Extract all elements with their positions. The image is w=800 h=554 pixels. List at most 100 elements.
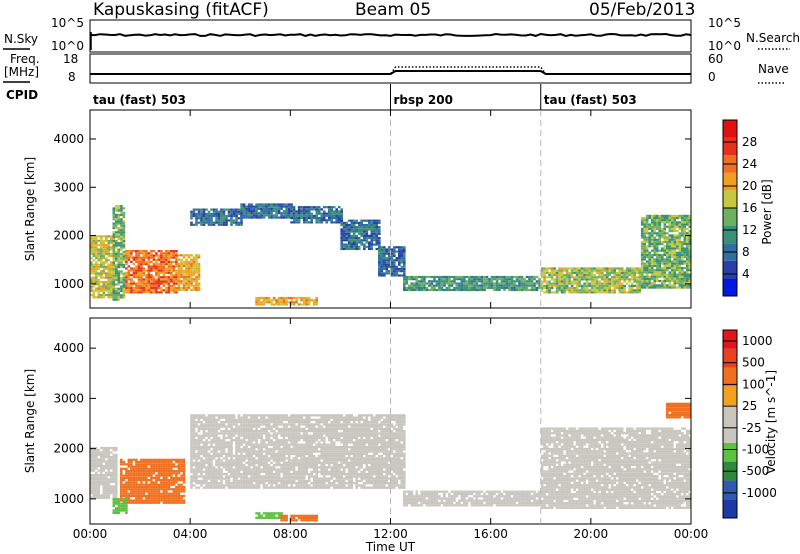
heatmap-cell <box>653 236 656 239</box>
heatmap-cell <box>132 289 136 292</box>
heatmap-cell <box>180 282 183 285</box>
heatmap-cell <box>225 477 228 480</box>
heatmap-cell <box>165 256 168 259</box>
heatmap-cell <box>90 239 93 242</box>
heatmap-cell <box>272 457 276 460</box>
heatmap-cell <box>270 203 273 206</box>
heatmap-cell <box>232 468 236 471</box>
heatmap-cell <box>182 490 186 493</box>
heatmap-cell <box>122 507 126 510</box>
heatmap-cell <box>197 288 201 292</box>
heatmap-cell <box>130 501 133 504</box>
heatmap-cell <box>147 488 151 491</box>
heatmap-cell <box>90 496 93 499</box>
heatmap-cell <box>132 280 136 283</box>
heatmap-cell <box>230 427 233 431</box>
heatmap-cell <box>145 470 148 473</box>
heatmap-cell <box>175 485 178 489</box>
heatmap-cell <box>240 210 243 213</box>
heatmap-cell <box>400 270 404 273</box>
heatmap-cell <box>668 275 672 278</box>
heatmap-cell <box>190 443 193 446</box>
heatmap-cell <box>195 434 198 437</box>
heatmap-cell <box>117 244 121 247</box>
heatmap-cell <box>240 457 243 460</box>
heatmap-cell <box>347 247 351 251</box>
heatmap-cell <box>575 289 579 292</box>
heatmap-cell <box>90 467 93 470</box>
heatmap-cell <box>585 289 589 292</box>
heatmap-cell <box>515 284 519 287</box>
heatmap-cell <box>107 235 111 238</box>
heatmap-cell <box>242 479 246 483</box>
heatmap-cell <box>688 219 692 222</box>
heatmap-cell <box>147 501 151 504</box>
heatmap-cell <box>555 291 559 294</box>
heatmap-cell <box>640 247 644 250</box>
heatmap-cell <box>598 287 601 290</box>
heatmap-cell <box>242 466 246 469</box>
heatmap-cell <box>463 286 466 289</box>
heatmap-cell <box>117 289 121 293</box>
heatmap-cell <box>257 212 261 215</box>
heatmap-cell <box>400 274 404 277</box>
heatmap-cell <box>162 267 166 270</box>
heatmap-cell <box>220 441 223 444</box>
heatmap-cell <box>117 279 121 282</box>
heatmap-cell <box>307 214 311 217</box>
heatmap-cell <box>217 477 221 480</box>
heatmap-cell <box>643 230 646 233</box>
heatmap-cell <box>285 299 288 302</box>
heatmap-cell <box>150 492 153 495</box>
heatmap-cell <box>222 215 226 218</box>
heatmap-cell <box>137 490 141 493</box>
heatmap-cell <box>155 474 158 477</box>
heatmap-cell <box>205 468 208 471</box>
heatmap-cell <box>267 436 271 440</box>
heatmap-cell <box>220 452 223 455</box>
heatmap-cell <box>110 278 113 281</box>
heatmap-cell <box>210 445 213 449</box>
heatmap-cell <box>125 474 128 477</box>
heatmap-cell <box>222 450 226 453</box>
heatmap-cell <box>272 443 276 446</box>
heatmap-cell <box>378 221 381 224</box>
heatmap-cell <box>345 221 348 224</box>
heatmap-cell <box>232 459 236 462</box>
heatmap-cell <box>480 286 484 289</box>
heatmap-cell <box>270 482 273 485</box>
heatmap-cell <box>155 481 158 484</box>
heatmap-cell <box>160 289 163 292</box>
heatmap-cell <box>90 453 93 456</box>
heatmap-cell <box>686 275 689 278</box>
heatmap-cell <box>107 263 111 266</box>
heatmap-cell <box>495 275 499 279</box>
heatmap-cell <box>373 226 376 229</box>
heatmap-cell <box>105 276 108 279</box>
heatmap-cell <box>282 464 286 467</box>
heatmap-cell <box>618 271 621 274</box>
heatmap-cell <box>132 274 136 277</box>
heatmap-cell <box>385 265 389 268</box>
heatmap-cell <box>508 275 511 279</box>
heatmap-cell <box>340 212 343 215</box>
heatmap-cell <box>655 225 659 228</box>
heatmap-cell <box>190 448 193 451</box>
heatmap-cell <box>648 260 651 263</box>
heatmap-cell <box>92 272 96 275</box>
heatmap-cell <box>137 282 141 285</box>
heatmap-cell <box>620 282 624 285</box>
heatmap-cell <box>363 245 366 248</box>
heatmap-cell <box>190 482 193 485</box>
heatmap-cell <box>155 470 158 473</box>
heatmap-cell <box>615 280 619 283</box>
heatmap-cell <box>130 476 133 480</box>
heatmap-cell <box>235 430 238 433</box>
heatmap-cell <box>295 217 298 220</box>
heatmap-cell <box>671 234 674 237</box>
heatmap-cell <box>170 458 173 461</box>
heatmap-cell <box>252 450 256 453</box>
heatmap-cell <box>190 267 193 270</box>
heatmap-cell <box>102 465 106 468</box>
heatmap-cell <box>673 286 677 289</box>
